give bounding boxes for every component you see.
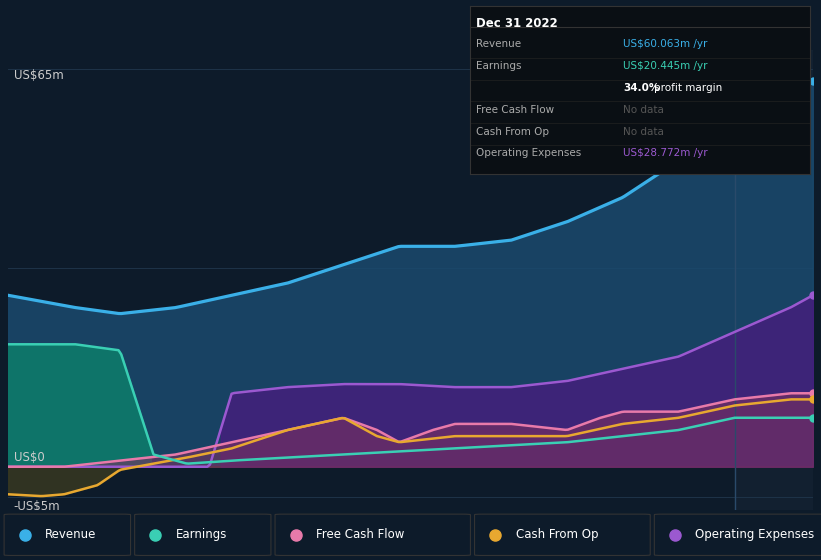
- Text: No data: No data: [623, 105, 664, 115]
- Text: US$20.445m /yr: US$20.445m /yr: [623, 61, 708, 71]
- Text: Earnings: Earnings: [176, 528, 227, 542]
- Text: profit margin: profit margin: [654, 83, 722, 93]
- Text: No data: No data: [623, 127, 664, 137]
- Text: Dec 31 2022: Dec 31 2022: [476, 17, 558, 30]
- Bar: [735, 50, 813, 510]
- Text: Operating Expenses: Operating Expenses: [695, 528, 814, 542]
- Text: US$60.063m /yr: US$60.063m /yr: [623, 39, 708, 49]
- Text: 34.0%: 34.0%: [623, 83, 659, 93]
- Text: Revenue: Revenue: [476, 39, 521, 49]
- Text: Operating Expenses: Operating Expenses: [476, 148, 581, 158]
- Text: US$65m: US$65m: [14, 69, 63, 82]
- Text: US$28.772m /yr: US$28.772m /yr: [623, 148, 708, 158]
- Text: Earnings: Earnings: [476, 61, 522, 71]
- Text: -US$5m: -US$5m: [14, 501, 61, 514]
- Text: Cash From Op: Cash From Op: [516, 528, 598, 542]
- Text: US$0: US$0: [14, 451, 44, 464]
- Text: Free Cash Flow: Free Cash Flow: [316, 528, 405, 542]
- Text: Free Cash Flow: Free Cash Flow: [476, 105, 554, 115]
- Text: Cash From Op: Cash From Op: [476, 127, 549, 137]
- Text: Revenue: Revenue: [45, 528, 97, 542]
